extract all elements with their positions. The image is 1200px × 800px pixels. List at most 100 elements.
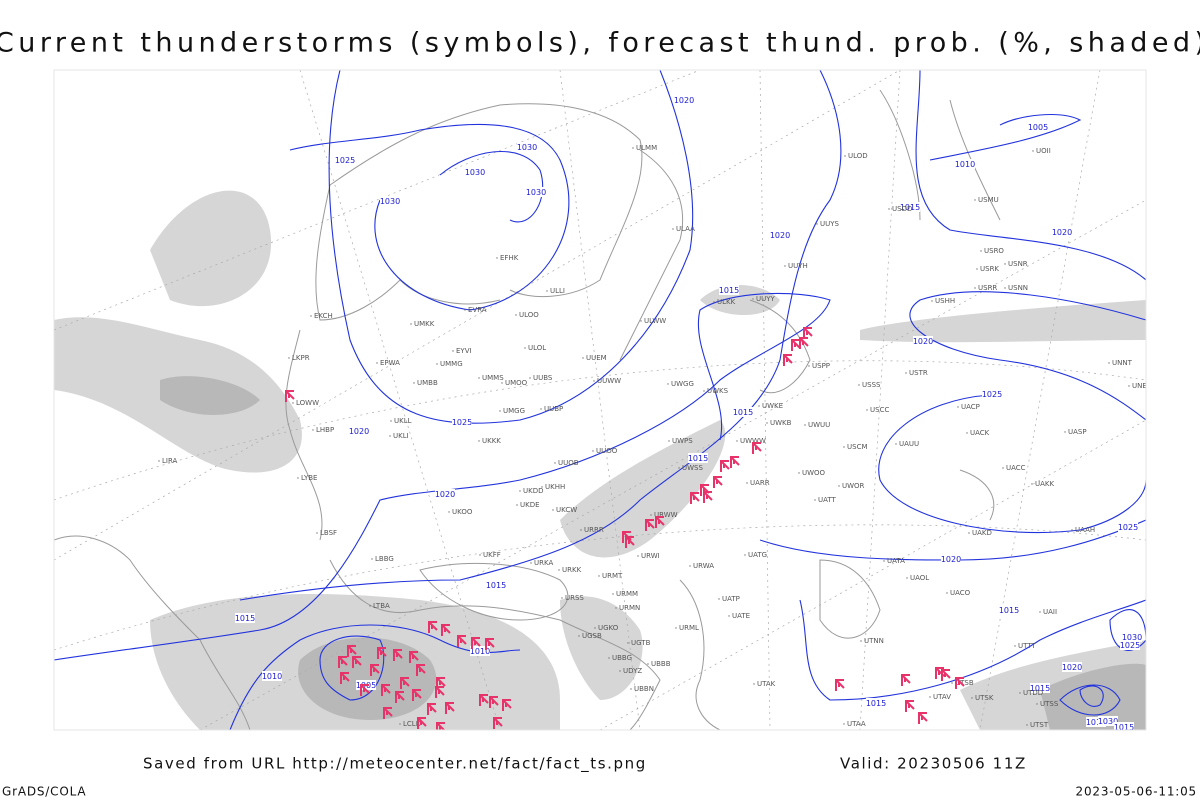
thunderstorm-symbol xyxy=(383,707,393,719)
station-dot xyxy=(479,554,481,556)
station-label: UKLL xyxy=(394,417,412,425)
station-dot xyxy=(310,315,312,317)
station-label: ULKK xyxy=(717,298,736,306)
station-label: UUOB xyxy=(558,459,579,467)
isobar-label-bg xyxy=(719,285,739,295)
thunderstorm-symbol xyxy=(412,689,422,701)
station-label: UNBB xyxy=(1132,382,1152,390)
station-dot xyxy=(630,688,632,690)
station-label: LHBP xyxy=(316,426,334,434)
station-dot xyxy=(752,298,754,300)
thunderstorm-symbol xyxy=(713,476,723,488)
station-label: URMN xyxy=(619,604,640,612)
station-label: UTAV xyxy=(933,693,951,701)
station-label: URWI xyxy=(641,552,660,560)
isobar-label: 1030 xyxy=(1122,633,1142,642)
station-label: UWOR xyxy=(842,482,865,490)
station-dot xyxy=(594,627,596,629)
isobar-label: 1020 xyxy=(435,490,455,499)
station-label: UACP xyxy=(961,403,980,411)
station-dot xyxy=(376,362,378,364)
station-label: UTSS xyxy=(1040,700,1059,708)
station-label: URRR xyxy=(584,526,604,534)
station-label: UKLI xyxy=(393,432,409,440)
isobar-label-bg xyxy=(517,142,537,152)
station-label: UACO xyxy=(950,589,971,597)
station-label: EFHK xyxy=(500,254,519,262)
isobar-label: 1025 xyxy=(452,418,472,427)
station-label: UDYZ xyxy=(623,667,642,675)
station-label: UUWW xyxy=(597,377,621,385)
station-dot xyxy=(496,257,498,259)
isobar-label: 1005 xyxy=(1028,123,1048,132)
isobar xyxy=(239,70,842,601)
station-dot xyxy=(883,560,885,562)
graticule xyxy=(54,70,1146,730)
isobar-label: 1030 xyxy=(380,197,400,206)
station-label: UAII xyxy=(1043,608,1057,616)
station-label: LTBA xyxy=(373,602,390,610)
station-dot xyxy=(905,372,907,374)
isobar-label-bg xyxy=(674,95,694,105)
station-label: URWA xyxy=(693,562,714,570)
station-label: UATG xyxy=(748,551,767,559)
thunderstorm-symbol xyxy=(645,519,655,531)
station-label: UASP xyxy=(1068,428,1087,436)
station-dot xyxy=(951,682,953,684)
station-dot xyxy=(413,382,415,384)
thunderstorm-symbol xyxy=(285,390,295,402)
isobar-label: 1015 xyxy=(1114,723,1134,732)
station-label: UGKO xyxy=(598,624,619,632)
valid-time: Valid: 20230506 11Z xyxy=(840,755,1027,773)
station-dot xyxy=(957,406,959,408)
station-label: UATT xyxy=(818,496,837,504)
station-label: UWKE xyxy=(762,402,783,410)
station-dot xyxy=(838,485,840,487)
station-label: USNN xyxy=(1008,284,1028,292)
station-label: LOWW xyxy=(296,399,319,407)
station-dot xyxy=(718,598,720,600)
station-label: USRK xyxy=(980,265,999,273)
station-dot xyxy=(804,424,806,426)
station-dot xyxy=(668,440,670,442)
station-dot xyxy=(561,597,563,599)
station-label: UWKS xyxy=(707,387,729,395)
isobar-label-bg xyxy=(380,196,400,206)
station-label: ULLI xyxy=(550,287,565,295)
station-label: UTSB xyxy=(955,679,974,687)
station-dot xyxy=(530,562,532,564)
isobar-label: 1025 xyxy=(335,156,355,165)
thunderstorm-symbol xyxy=(803,327,813,339)
station-dot xyxy=(843,723,845,725)
station-dot xyxy=(593,380,595,382)
station-label: UWUU xyxy=(808,421,830,429)
isobar-label-bg xyxy=(1114,722,1134,730)
station-dot xyxy=(1031,483,1033,485)
station-label: UTAK xyxy=(757,680,776,688)
station-dot xyxy=(974,199,976,201)
thunderstorm-symbol xyxy=(347,645,357,657)
station-dot xyxy=(976,268,978,270)
thunderstorm-symbol xyxy=(340,672,350,684)
isobar-label-bg xyxy=(866,698,886,708)
station-dot xyxy=(713,301,715,303)
station-label: ULWW xyxy=(644,317,666,325)
station-dot xyxy=(554,462,556,464)
plot-frame xyxy=(53,69,1147,731)
station-label: UACK xyxy=(970,429,990,437)
station-dot xyxy=(689,565,691,567)
station-label: URKA xyxy=(534,559,553,567)
station-dot xyxy=(316,532,318,534)
station-dot xyxy=(974,287,976,289)
isobar-label: 1020 xyxy=(349,427,369,436)
thunderstorm-symbol xyxy=(381,684,391,696)
station-label: UGSB xyxy=(582,632,602,640)
station-dot xyxy=(753,683,755,685)
map-area: 1020102510301030103010301010100510151020… xyxy=(54,70,1152,732)
station-label: URMT xyxy=(602,572,623,580)
thunderstorm-symbol xyxy=(752,442,762,454)
thunderstorm-symbol xyxy=(417,717,427,729)
station-dot xyxy=(736,440,738,442)
station-label: LCLK xyxy=(403,720,421,728)
thunderstorm-symbol xyxy=(625,536,635,548)
